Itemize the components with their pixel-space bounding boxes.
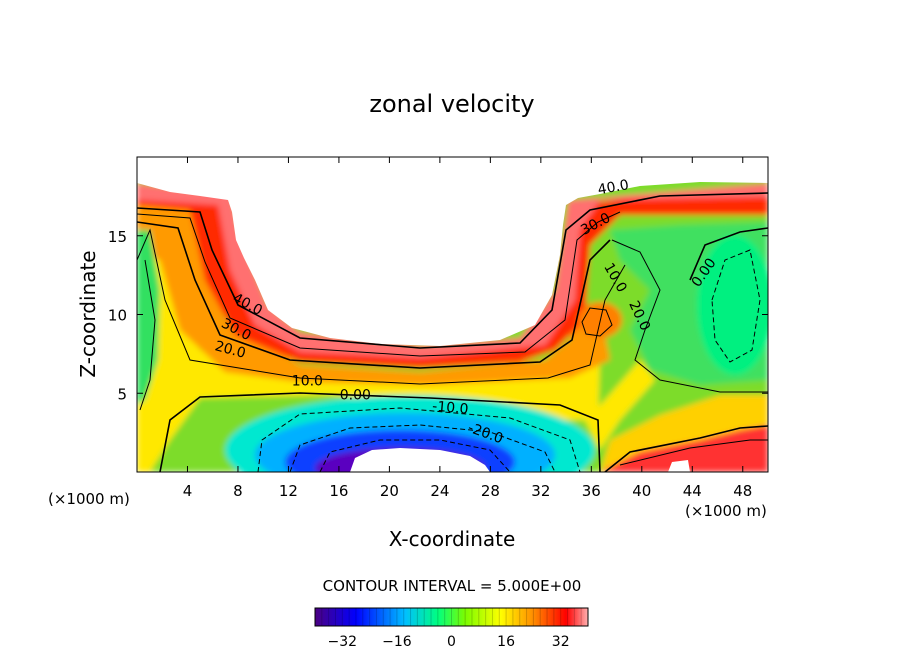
x-tick-label: 28 [481, 482, 500, 500]
contour-br [604, 425, 768, 472]
contour-field [137, 157, 768, 472]
contour-left-edge [139, 259, 156, 411]
contour-br2 [619, 439, 768, 466]
contour-lines [137, 192, 768, 472]
contour-right-a [611, 239, 768, 393]
x-tick-label: 40 [632, 482, 651, 500]
contour-neg20 [289, 424, 556, 472]
colorbar-stripes [314, 608, 589, 626]
x-tick-label: 48 [733, 482, 752, 500]
contour-right-neg [711, 249, 761, 363]
x-tick-label: 4 [183, 482, 193, 500]
y-axis-title: Z-coordinate [76, 250, 100, 377]
colorbar-frame [314, 607, 589, 627]
contour-label: 0.00 [340, 388, 371, 404]
contour-20 [137, 221, 611, 369]
contour-10 [137, 228, 626, 385]
y-tick-label: 15 [108, 228, 127, 246]
colorbar-tick-label: −16 [382, 634, 412, 650]
x-unit-label-right: (×1000 m) [685, 502, 767, 520]
contour-neg10 [257, 407, 581, 472]
x-tick-label: 16 [329, 482, 348, 500]
mask-bottom-right [668, 460, 690, 472]
contour-label: 10.0 [292, 373, 323, 389]
x-tick-label: 44 [683, 482, 702, 500]
x-tick-label: 24 [430, 482, 449, 500]
y-axis: 5 10 15 [108, 228, 768, 403]
x-axis-title: X-coordinate [389, 527, 516, 551]
field-left-green [137, 230, 160, 405]
y-tick-label: 10 [108, 307, 127, 325]
colorbar-tick-label: 16 [497, 634, 515, 650]
x-tick-label: 36 [582, 482, 601, 500]
mask-top-left [137, 157, 768, 346]
x-axis: 4 8 12 16 20 24 28 32 36 40 44 48 [183, 157, 752, 500]
contour-blob [581, 307, 613, 337]
mask-bottom-center [350, 448, 490, 472]
contour-30 [137, 211, 621, 357]
colorbar-ticks: −32 −16 0 16 32 [328, 634, 570, 650]
colorbar-tick-label: 0 [447, 634, 456, 650]
field-right-cyan [697, 235, 768, 375]
colorbar: −32 −16 0 16 32 [314, 607, 589, 650]
colorbar-tick-label: −32 [328, 634, 358, 650]
contour-right-0 [689, 227, 768, 281]
field-pink-edge [137, 183, 768, 358]
contour-40 [137, 192, 768, 349]
colorbar-tick-label: 32 [552, 634, 570, 650]
x-unit-label-left: (×1000 m) [48, 490, 130, 508]
chart-title: zonal velocity [369, 90, 534, 118]
contour-interval-text: CONTOUR INTERVAL = 5.000E+00 [323, 577, 582, 595]
field-br-red [600, 425, 768, 472]
contour-neg30 [319, 439, 511, 472]
field-right-yellow-strip [585, 360, 655, 450]
contour-0 [159, 392, 601, 472]
field-br-yellow [600, 395, 768, 472]
x-tick-label: 12 [279, 482, 298, 500]
x-tick-label: 20 [380, 482, 399, 500]
x-tick-label: 32 [531, 482, 550, 500]
contour-label: -10.0 [432, 399, 469, 418]
contour-label: 40.0 [597, 177, 630, 198]
x-tick-label: 8 [233, 482, 243, 500]
y-tick-label: 5 [117, 385, 127, 403]
contour-label: 20.0 [213, 338, 247, 362]
colorbar-gradient [315, 608, 588, 626]
